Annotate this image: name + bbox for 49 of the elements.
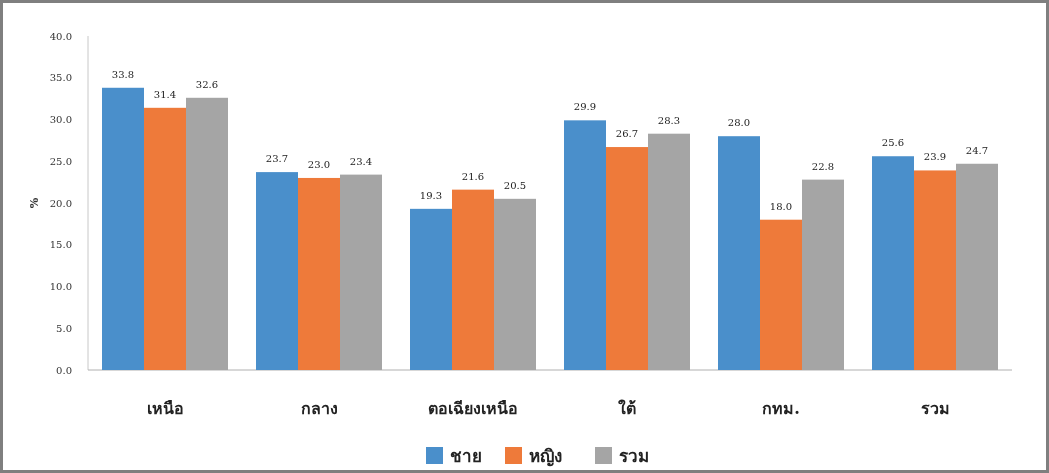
x-tick-label: กทม. (762, 399, 800, 418)
y-tick-label: 20.0 (49, 197, 72, 209)
data-label: 22.8 (811, 160, 835, 172)
data-label: 32.6 (195, 78, 219, 90)
data-label: 29.9 (573, 101, 597, 113)
bar (144, 107, 186, 370)
y-tick-label: 35.0 (49, 72, 72, 84)
legend-label: หญิง (529, 446, 562, 467)
bar (606, 147, 648, 370)
y-tick-label: 5.0 (56, 322, 72, 334)
data-label: 23.9 (923, 151, 947, 163)
bar (102, 87, 144, 370)
data-label: 23.7 (265, 153, 289, 165)
y-tick-label: 0.0 (56, 364, 72, 376)
data-label: 21.6 (461, 170, 485, 182)
bar (256, 172, 298, 370)
x-tick-label: ตอเฉียงเหนือ (428, 399, 518, 418)
data-label: 33.8 (111, 68, 135, 80)
data-label: 28.3 (657, 114, 681, 126)
y-axis-title: % (28, 197, 41, 209)
bar (564, 120, 606, 370)
x-tick-label: ใต้ (618, 399, 636, 418)
bar (760, 219, 802, 370)
x-tick-label: เหนือ (146, 399, 184, 418)
data-label: 31.4 (153, 88, 177, 100)
x-tick-label: กลาง (300, 399, 338, 418)
data-label: 19.3 (419, 189, 443, 201)
legend-label: รวม (619, 446, 649, 466)
data-label: 23.4 (349, 155, 373, 167)
y-tick-label: 10.0 (49, 281, 72, 292)
data-label: 24.7 (965, 144, 989, 156)
bar (452, 189, 494, 370)
data-label: 25.6 (881, 137, 905, 149)
bar (298, 177, 340, 370)
data-label: 26.7 (615, 128, 639, 140)
legend-label: ชาย (450, 446, 482, 466)
bar (914, 170, 956, 370)
x-tick-label: รวม (920, 399, 950, 418)
y-tick-label: 25.0 (49, 155, 72, 167)
bar (410, 208, 452, 370)
y-tick-label: 30.0 (49, 114, 72, 125)
bar (872, 156, 914, 370)
bar (718, 136, 760, 370)
data-label: 28.0 (727, 117, 751, 129)
data-label: 18.0 (769, 200, 793, 212)
y-tick-label: 40.0 (49, 30, 72, 42)
y-tick-label: 15.0 (49, 239, 72, 251)
data-label: 20.5 (503, 179, 527, 191)
data-label: 23.0 (307, 158, 331, 170)
